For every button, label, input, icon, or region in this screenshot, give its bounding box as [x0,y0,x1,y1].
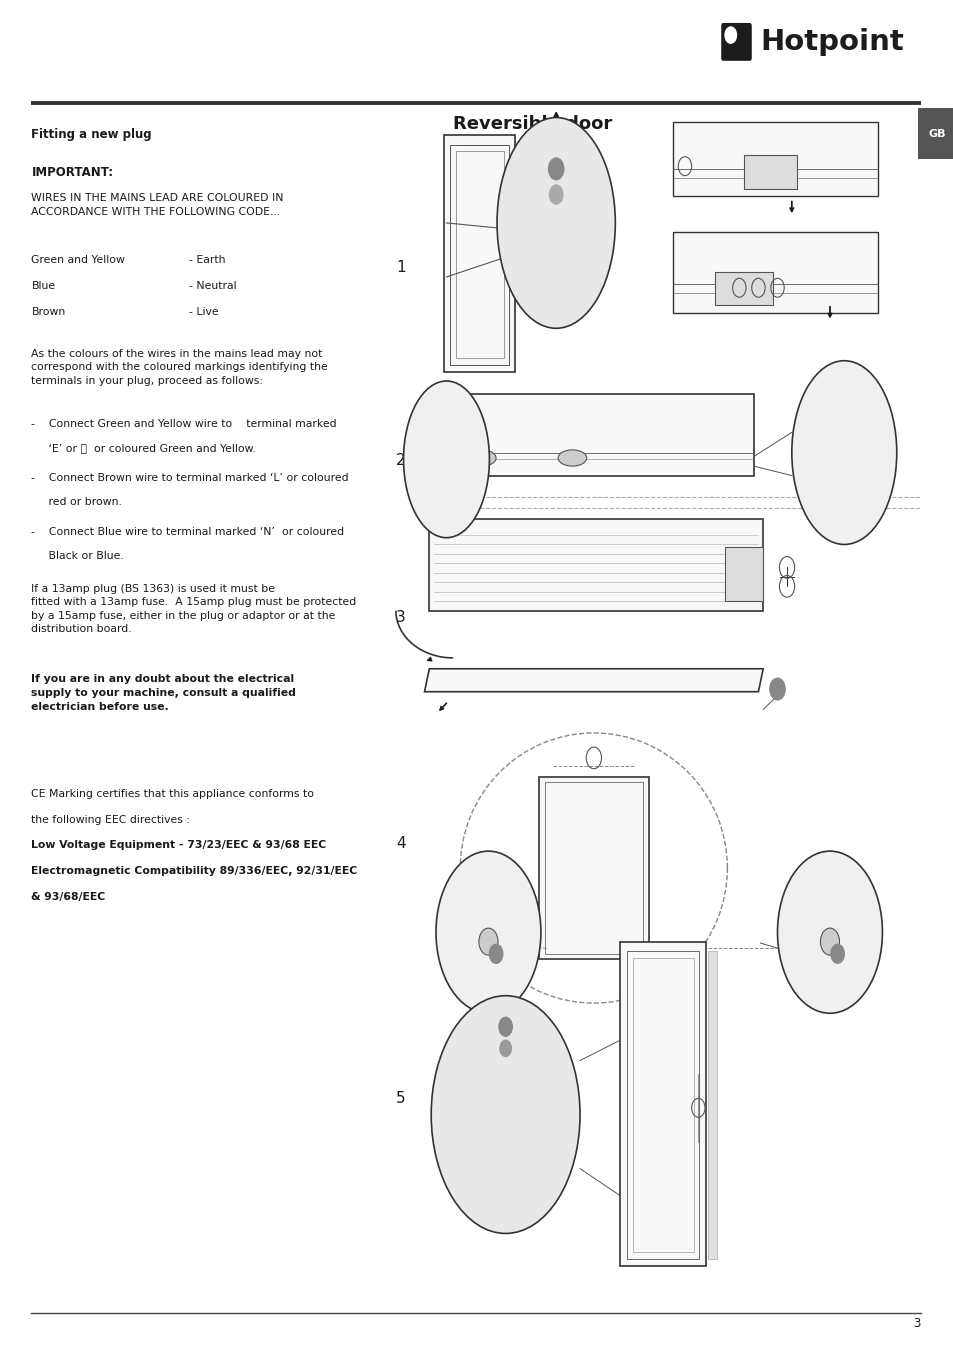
Bar [456,151,503,358]
Text: CE Marking certifies that this appliance conforms to: CE Marking certifies that this appliance… [31,789,314,798]
Text: Green and Yellow: Green and Yellow [31,255,125,265]
Text: Black or Blue.: Black or Blue. [31,551,124,561]
Text: Brown: Brown [31,307,66,316]
Text: WIRES IN THE MAINS LEAD ARE COLOURED IN
ACCORDANCE WITH THE FOLLOWING CODE...: WIRES IN THE MAINS LEAD ARE COLOURED IN … [31,193,284,216]
Ellipse shape [436,851,540,1013]
Text: 4: 4 [395,835,405,851]
Polygon shape [424,669,762,692]
Circle shape [489,944,502,963]
Text: If you are in any doubt about the electrical
supply to your machine, consult a q: If you are in any doubt about the electr… [31,674,296,712]
Circle shape [830,944,843,963]
Ellipse shape [777,851,882,1013]
Ellipse shape [558,450,586,466]
Bar [724,547,762,601]
Bar [429,394,753,476]
Text: 5: 5 [395,1090,405,1106]
Text: 3: 3 [912,1317,920,1331]
Text: 3: 3 [395,609,405,626]
Bar [707,951,717,1259]
Text: Hotpoint: Hotpoint [760,28,903,55]
Text: As the colours of the wires in the mains lead may not
correspond with the colour: As the colours of the wires in the mains… [31,349,328,386]
Circle shape [549,185,562,204]
Text: red or brown.: red or brown. [31,497,122,507]
Bar [429,519,762,611]
Bar [538,777,648,959]
Text: GB: GB [927,128,944,139]
FancyBboxPatch shape [917,108,953,159]
Circle shape [499,1040,511,1056]
Text: - Earth: - Earth [189,255,225,265]
Text: 1: 1 [395,259,405,276]
Ellipse shape [497,118,615,328]
Text: ‘E’ or ⏚  or coloured Green and Yellow.: ‘E’ or ⏚ or coloured Green and Yellow. [31,443,256,453]
Text: If a 13amp plug (BS 1363) is used it must be
fitted with a 13amp fuse.  A 15amp : If a 13amp plug (BS 1363) is used it mus… [31,584,356,635]
Circle shape [769,678,784,700]
Text: -    Connect Brown wire to terminal marked ‘L’ or coloured: - Connect Brown wire to terminal marked … [31,473,349,482]
Text: IMPORTANT:: IMPORTANT: [31,166,113,180]
Ellipse shape [467,450,496,466]
Circle shape [548,158,563,180]
Text: Blue: Blue [31,281,55,290]
Ellipse shape [431,996,579,1233]
Bar [632,958,693,1252]
Ellipse shape [403,381,489,538]
Text: the following EEC directives :: the following EEC directives : [31,815,191,824]
Circle shape [498,1017,512,1036]
Text: -    Connect Blue wire to terminal marked ‘N’  or coloured: - Connect Blue wire to terminal marked ‘… [31,527,344,536]
Text: - Neutral: - Neutral [189,281,236,290]
Bar [672,232,877,313]
Text: Electromagnetic Compatibility 89/336/EEC, 92/31/EEC: Electromagnetic Compatibility 89/336/EEC… [31,866,357,875]
Bar [443,135,515,372]
Text: & 93/68/EEC: & 93/68/EEC [31,892,106,901]
Text: -    Connect Green and Yellow wire to    terminal marked: - Connect Green and Yellow wire to termi… [31,419,336,428]
Text: Fitting a new plug: Fitting a new plug [31,128,152,142]
Circle shape [478,928,497,955]
Text: Low Voltage Equipment - 73/23/EEC & 93/68 EEC: Low Voltage Equipment - 73/23/EEC & 93/6… [31,840,326,850]
Bar [672,122,877,196]
Bar [743,155,796,189]
Bar [626,951,699,1259]
Circle shape [820,928,839,955]
Text: - Live: - Live [189,307,218,316]
Bar [544,782,642,954]
Text: Reversible door: Reversible door [453,115,612,132]
FancyBboxPatch shape [720,23,751,61]
Text: 2: 2 [395,453,405,469]
Ellipse shape [791,361,896,544]
Bar [715,272,772,305]
Circle shape [724,27,736,43]
Bar [450,145,509,365]
Bar [619,942,705,1266]
